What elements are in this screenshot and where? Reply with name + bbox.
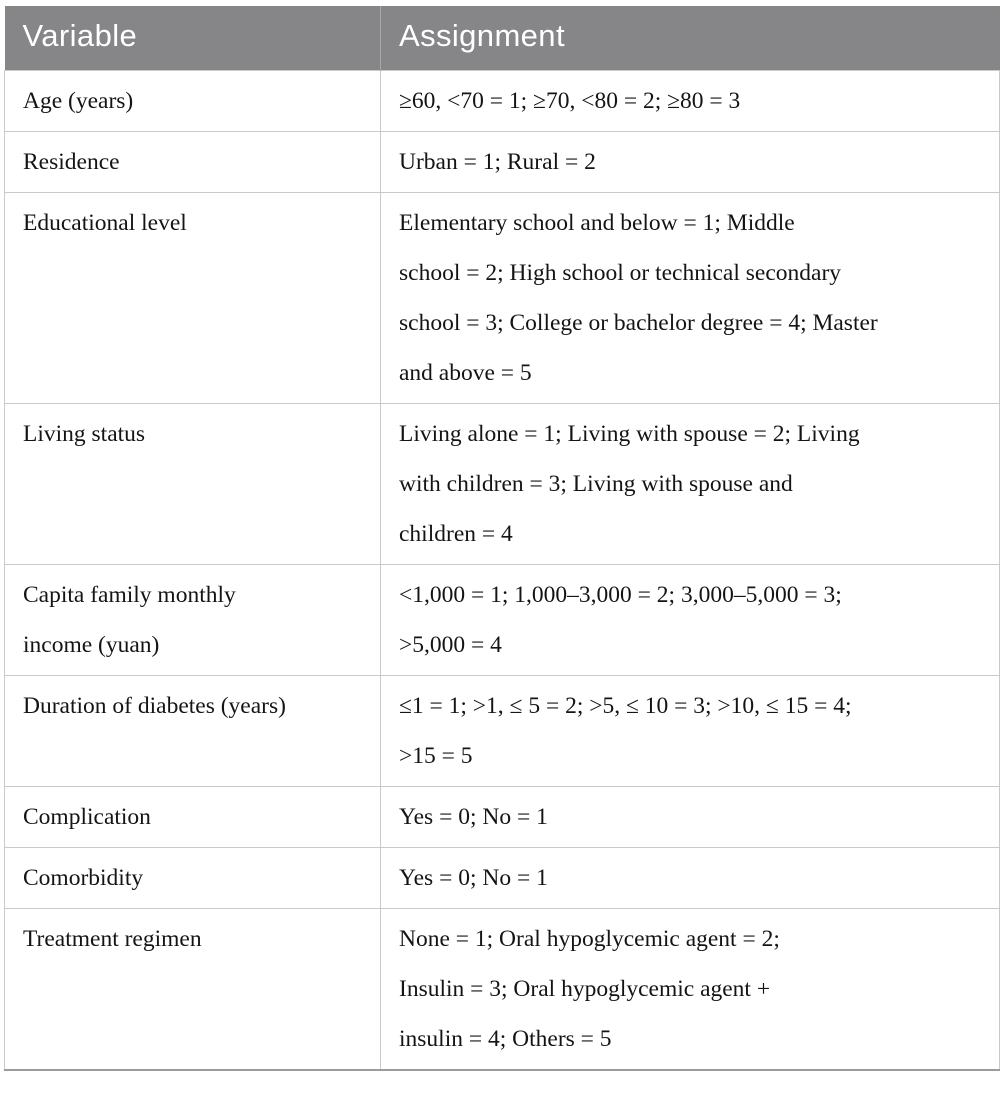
- assignment-cell: Yes = 0; No = 1: [380, 786, 1000, 848]
- assignment-cell: ≤1 = 1; >1, ≤ 5 = 2; >5, ≤ 10 = 3; >10, …: [380, 675, 1000, 787]
- table-row: Living status Living alone = 1; Living w…: [4, 403, 1000, 565]
- table-row: Treatment regimen None = 1; Oral hypogly…: [4, 908, 1000, 1071]
- column-header-variable: Variable: [4, 6, 381, 71]
- table-row: Age (years) ≥60, <70 = 1; ≥70, <80 = 2; …: [4, 70, 1000, 132]
- table-row: Comorbidity Yes = 0; No = 1: [4, 847, 1000, 909]
- variable-cell: Age (years): [4, 70, 381, 132]
- table-row: Duration of diabetes (years) ≤1 = 1; >1,…: [4, 675, 1000, 787]
- assignment-cell: Urban = 1; Rural = 2: [380, 131, 1000, 193]
- variable-cell: Treatment regimen: [4, 908, 381, 1071]
- table-row: Residence Urban = 1; Rural = 2: [4, 131, 1000, 193]
- variable-cell: Duration of diabetes (years): [4, 675, 381, 787]
- column-header-assignment: Assignment: [380, 6, 1000, 71]
- assignment-cell: Yes = 0; No = 1: [380, 847, 1000, 909]
- table-row: Educational level Elementary school and …: [4, 192, 1000, 404]
- assignment-cell: Elementary school and below = 1; Middle …: [380, 192, 1000, 404]
- assignment-cell: ≥60, <70 = 1; ≥70, <80 = 2; ≥80 = 3: [380, 70, 1000, 132]
- table-row: Capita family monthly income (yuan) <1,0…: [4, 564, 1000, 676]
- assignment-cell: <1,000 = 1; 1,000–3,000 = 2; 3,000–5,000…: [380, 564, 1000, 676]
- variable-cell: Residence: [4, 131, 381, 193]
- assignment-cell: Living alone = 1; Living with spouse = 2…: [380, 403, 1000, 565]
- variable-cell: Capita family monthly income (yuan): [4, 564, 381, 676]
- variable-assignment-table: Variable Assignment Age (years) ≥60, <70…: [4, 6, 1000, 1071]
- table-row: Complication Yes = 0; No = 1: [4, 786, 1000, 848]
- header-row: Variable Assignment: [4, 6, 1000, 71]
- variable-cell: Comorbidity: [4, 847, 381, 909]
- assignment-cell: None = 1; Oral hypoglycemic agent = 2; I…: [380, 908, 1000, 1071]
- variable-cell: Complication: [4, 786, 381, 848]
- variable-cell: Educational level: [4, 192, 381, 404]
- variable-cell: Living status: [4, 403, 381, 565]
- table-body: Age (years) ≥60, <70 = 1; ≥70, <80 = 2; …: [4, 70, 1000, 1071]
